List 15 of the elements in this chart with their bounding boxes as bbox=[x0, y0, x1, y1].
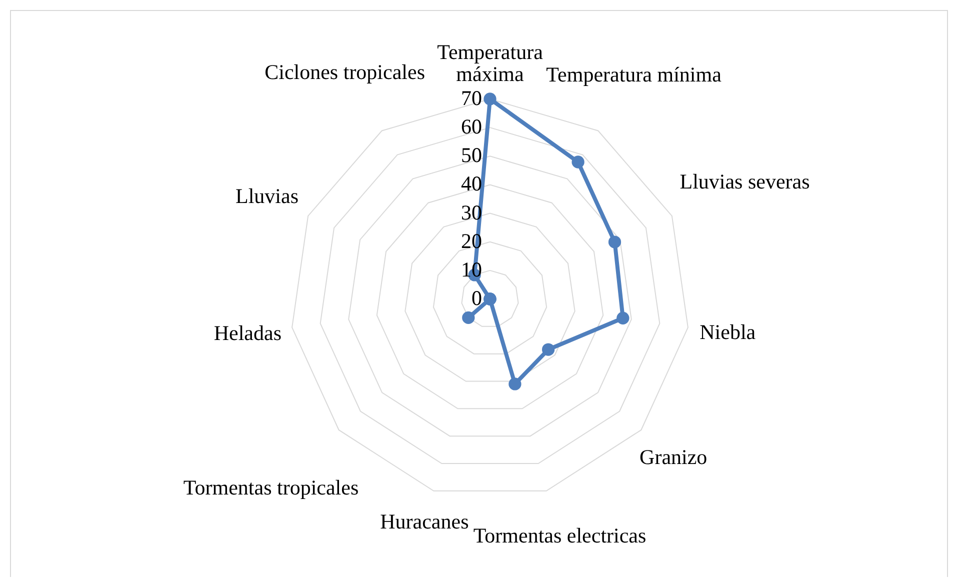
spoke-label: Temperatura mínima bbox=[546, 62, 722, 86]
y-tick-label: 50 bbox=[461, 143, 482, 168]
spoke-label: Lluvias bbox=[236, 184, 299, 208]
spoke-label: Tormentas electricas bbox=[473, 524, 646, 548]
spoke-label: Tormentas tropicales bbox=[183, 476, 359, 500]
spoke-label: Granizo bbox=[640, 444, 708, 469]
spoke-label: Huracanes bbox=[380, 509, 469, 534]
spoke-label: Temperatura máxima bbox=[437, 40, 544, 86]
y-tick-label: 0 bbox=[472, 286, 482, 310]
y-tick-label: 70 bbox=[461, 86, 482, 110]
spoke-label: Niebla bbox=[700, 320, 756, 344]
spoke-label: Ciclones tropicales bbox=[264, 60, 425, 84]
spoke-label: Heladas bbox=[214, 320, 282, 345]
y-tick-label: 60 bbox=[461, 114, 482, 139]
spoke-label: Lluvias severas bbox=[680, 170, 810, 194]
